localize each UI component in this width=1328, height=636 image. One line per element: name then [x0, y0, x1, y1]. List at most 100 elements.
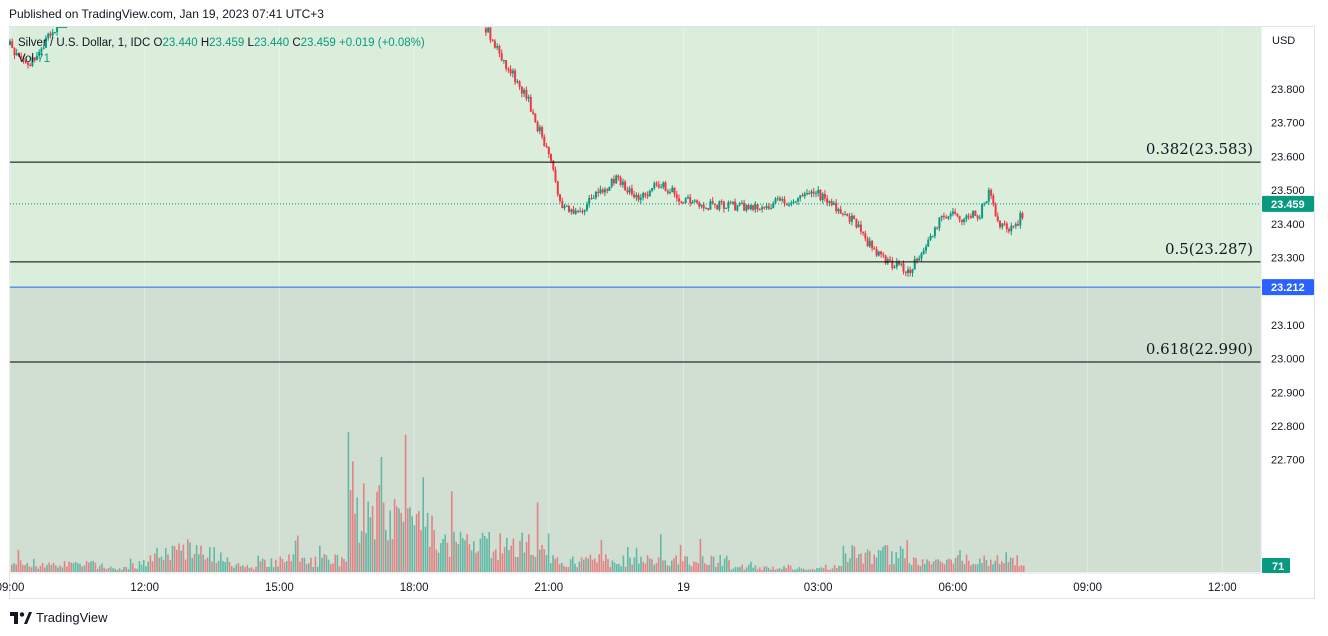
candle-body	[42, 47, 45, 49]
tradingview-brand[interactable]: TradingView	[36, 610, 108, 625]
volume-bar	[77, 563, 79, 572]
volume-bar	[580, 557, 583, 572]
volume-bar	[558, 564, 561, 572]
tradingview-logo-icon[interactable]	[10, 611, 32, 624]
candle-body	[904, 271, 907, 273]
volume-bar	[103, 567, 105, 572]
volume-bar	[605, 554, 607, 572]
candle-body	[646, 195, 649, 197]
volume-bar	[270, 558, 273, 572]
volume-bar	[272, 567, 275, 572]
volume-bar	[299, 561, 301, 572]
volume-bar	[699, 538, 702, 572]
volume-bar	[996, 555, 999, 572]
candle-body	[803, 193, 806, 197]
candle-body	[545, 146, 548, 148]
volume-bar	[239, 566, 242, 572]
volume-bar	[754, 565, 757, 572]
candle-body	[808, 193, 811, 194]
volume-bar	[151, 561, 154, 572]
candle-body	[619, 177, 622, 185]
volume-bar	[926, 559, 928, 572]
volume-bar	[244, 567, 246, 572]
volume-bar	[783, 566, 785, 572]
candle-body	[655, 183, 658, 185]
candle-body	[626, 190, 629, 193]
candle-body	[779, 198, 781, 201]
candle-body	[909, 269, 912, 273]
volume-bar	[805, 569, 807, 572]
candle-body	[58, 27, 61, 28]
volume-bar	[550, 563, 552, 572]
candle-body	[898, 261, 900, 265]
volume-bar	[853, 546, 856, 572]
candle-body	[920, 253, 923, 259]
volume-bar	[519, 540, 521, 572]
candle-body	[996, 216, 999, 221]
volume-bar	[561, 562, 563, 572]
volume-bar	[248, 567, 251, 572]
volume-bar	[418, 511, 420, 572]
volume-bar	[574, 563, 576, 572]
candle-body	[1003, 223, 1006, 225]
volume-bar	[380, 457, 383, 572]
candle-body	[65, 27, 68, 28]
volume-value: 71	[37, 53, 50, 65]
volume-bar	[814, 569, 816, 572]
volume-bar	[180, 550, 182, 572]
candle-body	[657, 184, 660, 188]
volume-bar	[974, 564, 977, 572]
volume-label[interactable]: Vol	[18, 53, 34, 65]
candle-body	[749, 205, 752, 210]
candle-body	[826, 198, 829, 203]
volume-bar	[407, 508, 409, 572]
open-value: 23.440	[162, 37, 198, 49]
candle-body	[942, 215, 945, 218]
candle-body	[747, 205, 750, 210]
volume-bar	[704, 563, 706, 572]
candle-body	[781, 199, 784, 201]
candle-body	[844, 214, 847, 216]
volume-bar	[220, 552, 222, 572]
volume-bar	[686, 556, 688, 572]
candle-body	[673, 187, 676, 195]
volume-bar	[712, 556, 715, 572]
volume-bar	[24, 565, 26, 572]
current-price-badge	[1262, 195, 1314, 212]
volume-bar	[39, 566, 42, 572]
candle-body	[866, 238, 869, 247]
volume-bar	[576, 567, 578, 572]
candle-body	[722, 201, 725, 209]
volume-bar	[292, 554, 295, 572]
volume-bar	[963, 564, 966, 572]
volume-bar	[666, 565, 669, 572]
chart-frame[interactable]	[9, 26, 1315, 599]
fib-level-label: 0.5(23.287)	[1165, 240, 1253, 258]
candle-body	[559, 194, 561, 201]
candle-body	[487, 27, 490, 33]
candle-body	[608, 186, 611, 191]
volume-bar	[990, 559, 992, 572]
volume-bar	[184, 559, 187, 572]
candle-body	[610, 179, 613, 187]
volume-bar	[979, 558, 981, 572]
candle-body	[518, 81, 521, 87]
volume-bar	[750, 561, 752, 572]
candle-body	[525, 89, 528, 99]
volume-bar	[402, 521, 405, 572]
volume-bar	[611, 560, 614, 572]
candle-body	[756, 204, 759, 209]
candle-body	[978, 217, 981, 219]
volume-bar	[448, 556, 451, 572]
volume-bar	[129, 558, 132, 572]
volume-bar	[743, 569, 746, 572]
candle-body	[740, 202, 743, 204]
volume-bar	[767, 567, 770, 572]
volume-bar	[818, 567, 820, 572]
volume-bar	[770, 569, 772, 572]
volume-bar	[398, 508, 400, 572]
candle-body	[543, 136, 546, 147]
symbol-label[interactable]: Silver / U.S. Dollar, 1, IDC	[18, 37, 151, 49]
candle-body	[877, 251, 880, 256]
